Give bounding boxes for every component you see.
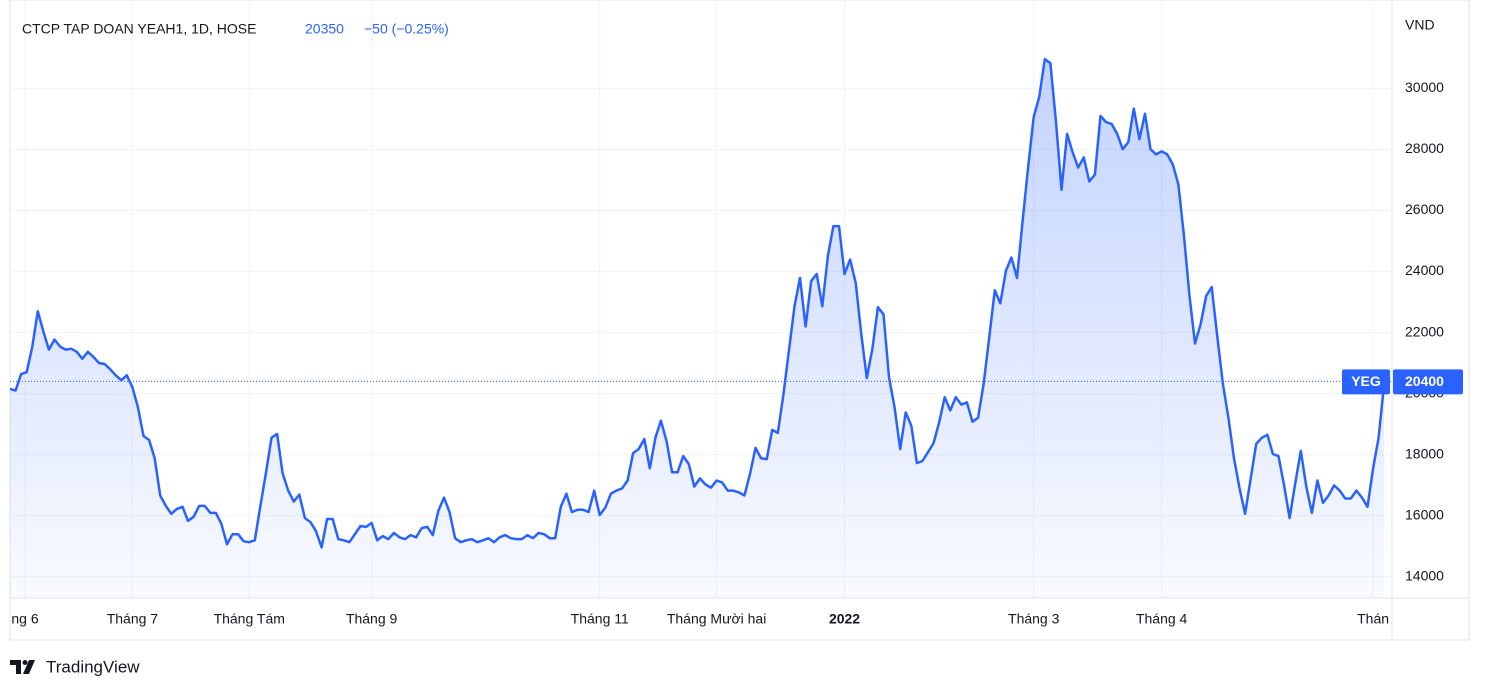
symbol-tag <box>1342 369 1390 395</box>
y-tick-label: 22000 <box>1405 323 1444 339</box>
y-tick-label: 14000 <box>1405 567 1444 583</box>
y-tick-label: 24000 <box>1405 262 1444 278</box>
x-tick-label: ng 6 <box>11 611 38 627</box>
x-tick-label: Tháng 11 <box>571 611 629 627</box>
x-tick-label: Thán <box>1357 611 1389 627</box>
y-tick-label: 26000 <box>1405 201 1444 217</box>
price-tag <box>1393 369 1463 395</box>
x-tick-label: Tháng 3 <box>1008 611 1060 627</box>
last-price: 20350 <box>305 21 344 37</box>
y-axis-unit: VND <box>1405 17 1435 33</box>
x-tick-label: Tháng Mười hai <box>667 611 766 627</box>
x-tick-label: 2022 <box>829 611 860 627</box>
area-fill <box>10 59 1385 598</box>
symbol-tag-label: YEG <box>1351 373 1381 389</box>
x-tick-label: Tháng 9 <box>346 611 398 627</box>
x-tick-label: Tháng 7 <box>107 611 159 627</box>
price-tag-label: 20400 <box>1405 373 1444 389</box>
price-line <box>10 57 1386 549</box>
watermark: TradingView <box>46 657 140 676</box>
chart-title: CTCP TAP DOAN YEAH1, 1D, HOSE <box>22 21 256 37</box>
y-tick-label: 18000 <box>1405 445 1444 461</box>
price-change: −50 (−0.25%) <box>364 21 449 37</box>
x-tick-label: Tháng 4 <box>1136 611 1188 627</box>
y-tick-label: 28000 <box>1405 140 1444 156</box>
logo <box>10 660 35 674</box>
y-tick-label: 30000 <box>1405 79 1444 95</box>
x-tick-label: Tháng Tám <box>214 611 285 627</box>
frame <box>9 0 1470 641</box>
y-tick-label: 16000 <box>1405 506 1444 522</box>
